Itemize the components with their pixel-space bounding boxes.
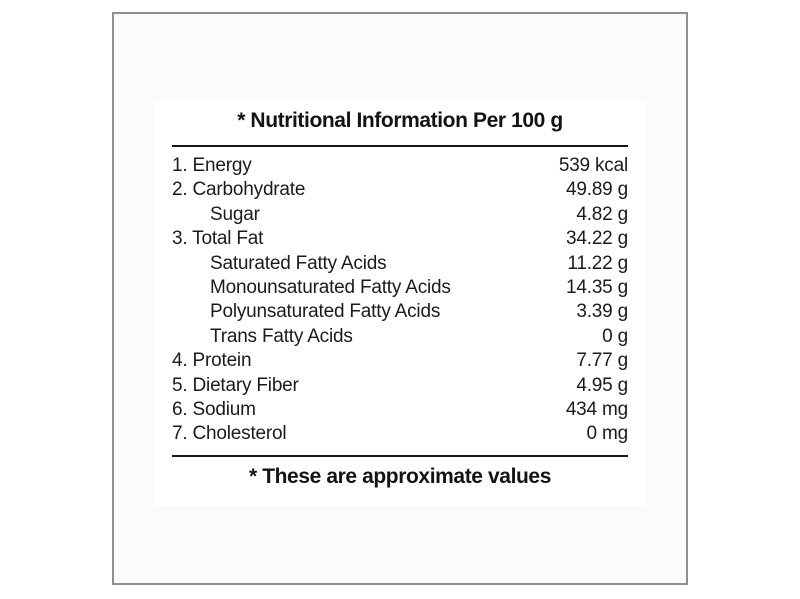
nutrient-name: 4. Protein: [172, 350, 252, 372]
nutrient-value: 0 g: [602, 325, 628, 347]
nutrition-row: Saturated Fatty Acids 11.22 g: [172, 252, 628, 276]
nutrient-name: Trans Fatty Acids: [210, 325, 353, 347]
nutrient-value: 7.77 g: [576, 350, 628, 372]
nutrient-value: 3.39 g: [576, 301, 628, 323]
nutrition-row: 4. Protein 7.77 g: [172, 349, 628, 373]
nutrient-value: 49.89 g: [566, 179, 628, 201]
nutrition-footer: * These are approximate values: [249, 464, 551, 488]
nutrient-name: 3. Total Fat: [172, 228, 264, 250]
nutrient-value: 11.22 g: [567, 252, 628, 274]
nutrient-name: Polyunsaturated Fatty Acids: [210, 301, 441, 323]
nutrient-name: 1. Energy: [172, 155, 252, 176]
nutrient-name: 7. Cholesterol: [172, 423, 287, 445]
nutrient-name: 2. Carbohydrate: [172, 179, 306, 201]
divider-top: [172, 145, 628, 147]
nutrition-row: Monounsaturated Fatty Acids 14.35 g: [172, 276, 628, 300]
nutrient-value: 14.35 g: [566, 277, 628, 299]
nutrition-row: 5. Dietary Fiber 4.95 g: [172, 374, 628, 398]
nutrition-rows: 1. Energy 539 kcal 2. Carbohydrate 49.89…: [154, 154, 646, 447]
nutrition-row: Polyunsaturated Fatty Acids 3.39 g: [172, 300, 628, 324]
nutrient-name: Saturated Fatty Acids: [210, 252, 387, 274]
nutrition-label: * Nutritional Information Per 100 g 1. E…: [154, 100, 646, 506]
nutrition-row: Sugar 4.82 g: [172, 203, 628, 227]
nutrition-row: 3. Total Fat 34.22 g: [172, 227, 628, 251]
nutrient-value: 434 mg: [565, 399, 628, 421]
nutrient-value: 539 kcal: [558, 155, 628, 176]
product-image-frame: * Nutritional Information Per 100 g 1. E…: [112, 12, 688, 585]
nutrient-name: 6. Sodium: [172, 399, 256, 421]
nutrition-row: Trans Fatty Acids 0 g: [172, 325, 628, 349]
nutrient-value: 34.22 g: [566, 228, 628, 250]
nutrient-value: 4.95 g: [576, 374, 628, 396]
nutrient-name: Monounsaturated Fatty Acids: [210, 277, 451, 299]
nutrient-name: 5. Dietary Fiber: [172, 374, 299, 396]
nutrient-value: 0 mg: [586, 423, 629, 445]
nutrition-row: 2. Carbohydrate 49.89 g: [172, 178, 628, 202]
nutrition-row: 6. Sodium 434 mg: [172, 398, 628, 422]
nutrition-title: * Nutritional Information Per 100 g: [237, 109, 563, 132]
nutrition-row: 7. Cholesterol 0 mg: [172, 422, 628, 446]
nutrient-value: 4.82 g: [576, 203, 628, 225]
divider-bottom: [172, 454, 628, 457]
nutrition-row: 1. Energy 539 kcal: [172, 154, 628, 178]
nutrient-name: Sugar: [210, 203, 260, 225]
